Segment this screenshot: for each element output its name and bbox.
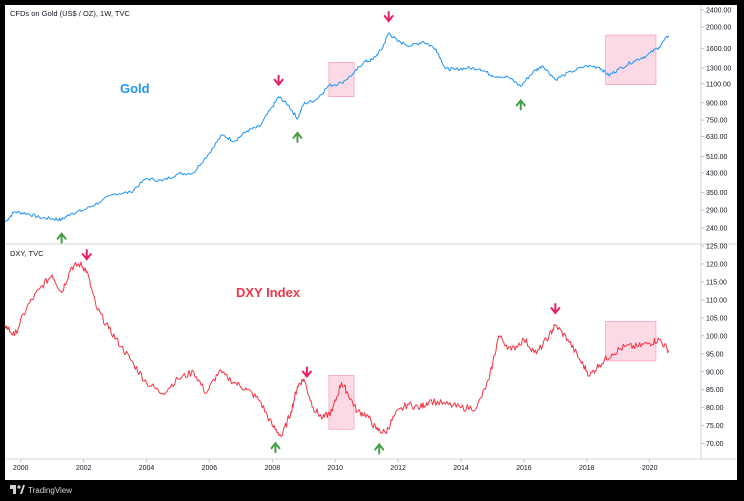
- x-tick-label: 2008: [265, 465, 281, 472]
- x-tick-label: 2004: [139, 465, 155, 472]
- y-tick-label: 350.00: [706, 190, 728, 197]
- x-tick-label: 2016: [516, 465, 532, 472]
- dxy-price-line: [4, 261, 670, 437]
- time-scale[interactable]: 2000 2002 2004 2006 2008 2010 2012 2014 2016 2018…: [13, 459, 658, 472]
- y-tick-label: 750.00: [706, 118, 728, 125]
- up-arrow-icon: [56, 232, 67, 244]
- x-tick-label: 2006: [202, 465, 218, 472]
- y-tick-label: 1600.00: [706, 46, 731, 53]
- y-tick-label: 430.00: [706, 170, 728, 177]
- gold-pane[interactable]: CFDs on Gold (US$ / OZ), 1W, TVC Gold 24…: [4, 7, 731, 244]
- y-tick-label: 240.00: [706, 226, 728, 233]
- y-tick-label: 95.00: [706, 351, 724, 358]
- y-tick-label: 105.00: [706, 315, 728, 322]
- x-tick-label: 2014: [453, 465, 469, 472]
- y-tick-label: 1300.00: [706, 65, 731, 72]
- down-arrow-icon: [273, 74, 284, 87]
- y-tick-label: 2000.00: [706, 25, 731, 32]
- tradingview-logo-icon: [10, 485, 25, 494]
- y-tick-label: 630.00: [706, 134, 728, 141]
- y-tick-label: 1100.00: [706, 81, 731, 88]
- highlight-box: [605, 34, 657, 85]
- up-arrow-icon: [374, 442, 385, 455]
- gold-pane-title: CFDs on Gold (US$ / OZ), 1W, TVC: [10, 9, 130, 18]
- up-arrow-icon: [270, 441, 281, 454]
- price-line: [4, 261, 670, 437]
- tradingview-logo[interactable]: TradingView: [10, 485, 72, 495]
- y-tick-label: 115.00: [706, 279, 727, 286]
- dxy-price-scale[interactable]: 70.00 75.00 80.00 85.00 90.00 95.00 100.00 105.…: [701, 244, 728, 449]
- y-tick-label: 125.00: [706, 244, 728, 251]
- up-arrow-icon: [292, 131, 303, 143]
- y-tick-label: 110.00: [706, 297, 727, 304]
- gold-highlight-boxes: [328, 34, 657, 97]
- y-tick-label: 75.00: [706, 423, 724, 430]
- dxy-pane[interactable]: DXY, TVC DXY Index 70.00 75.00 80.00 85.00 9…: [4, 244, 728, 455]
- y-tick-label: 510.00: [706, 154, 728, 161]
- y-tick-label: 85.00: [706, 387, 724, 394]
- down-arrow-icon: [301, 366, 312, 379]
- down-arrow-icon: [383, 11, 394, 23]
- x-tick-label: 2000: [13, 465, 29, 472]
- gold-series-label: Gold: [120, 81, 150, 96]
- down-arrow-icon: [550, 303, 561, 315]
- y-tick-label: 290.00: [706, 208, 728, 215]
- x-tick-label: 2012: [390, 465, 406, 472]
- y-tick-label: 90.00: [706, 369, 724, 376]
- x-tick-label: 2020: [642, 465, 658, 472]
- x-tick-label: 2018: [579, 465, 595, 472]
- up-arrow-icon: [515, 98, 526, 111]
- gold-arrow-markers: [56, 11, 526, 244]
- highlight-box: [328, 62, 355, 97]
- x-tick-label: 2002: [76, 465, 92, 472]
- y-tick-label: 2400.00: [706, 7, 731, 14]
- price-line: [4, 32, 670, 223]
- dxy-pane-title: DXY, TVC: [10, 249, 44, 258]
- dxy-highlight-boxes: [328, 321, 657, 430]
- gold-price-scale[interactable]: 240.00 290.00 350.00 430.00 510.00 630.00 750.…: [701, 7, 731, 233]
- tradingview-brand-text: TradingView: [28, 486, 72, 495]
- x-tick-label: 2010: [327, 465, 343, 472]
- dxy-series-label: DXY Index: [236, 285, 301, 300]
- down-arrow-icon: [81, 249, 92, 261]
- y-tick-label: 80.00: [706, 405, 724, 412]
- y-tick-label: 120.00: [706, 261, 728, 268]
- y-tick-label: 100.00: [706, 333, 728, 340]
- y-tick-label: 900.00: [706, 100, 728, 107]
- gold-price-line: [4, 32, 670, 223]
- y-tick-label: 70.00: [706, 441, 724, 448]
- dxy-arrow-markers: [81, 249, 561, 455]
